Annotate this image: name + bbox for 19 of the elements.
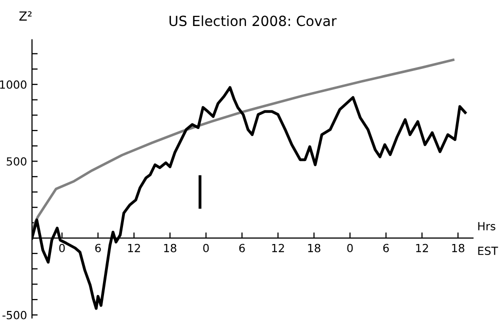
x-tick-label: 18 <box>308 244 320 252</box>
x-axis-title: Hrs <box>478 222 496 230</box>
x-tick-label: 18 <box>452 244 464 252</box>
text: EST <box>478 246 498 256</box>
y-axis-title: Z² <box>19 11 32 21</box>
y-tick-label: 1000 <box>0 80 26 89</box>
x-tick-label: 0 <box>203 244 209 252</box>
x-tick-label: 12 <box>416 244 428 252</box>
x-tick-label: 6 <box>239 244 245 252</box>
x-tick-label: 0 <box>59 244 65 252</box>
x-tick-label: 6 <box>383 244 389 252</box>
x-tick-label: 12 <box>128 244 140 252</box>
chart-title: US Election 2008: Covar <box>170 15 337 26</box>
x-tick-label: 6 <box>95 244 101 252</box>
y-tick-label: 500 <box>6 157 26 166</box>
x-tick-label: 0 <box>347 244 353 252</box>
y-tick-label: -500 <box>2 310 26 320</box>
x-tick-label: 12 <box>272 244 284 252</box>
x-tick-label: 18 <box>164 244 176 252</box>
